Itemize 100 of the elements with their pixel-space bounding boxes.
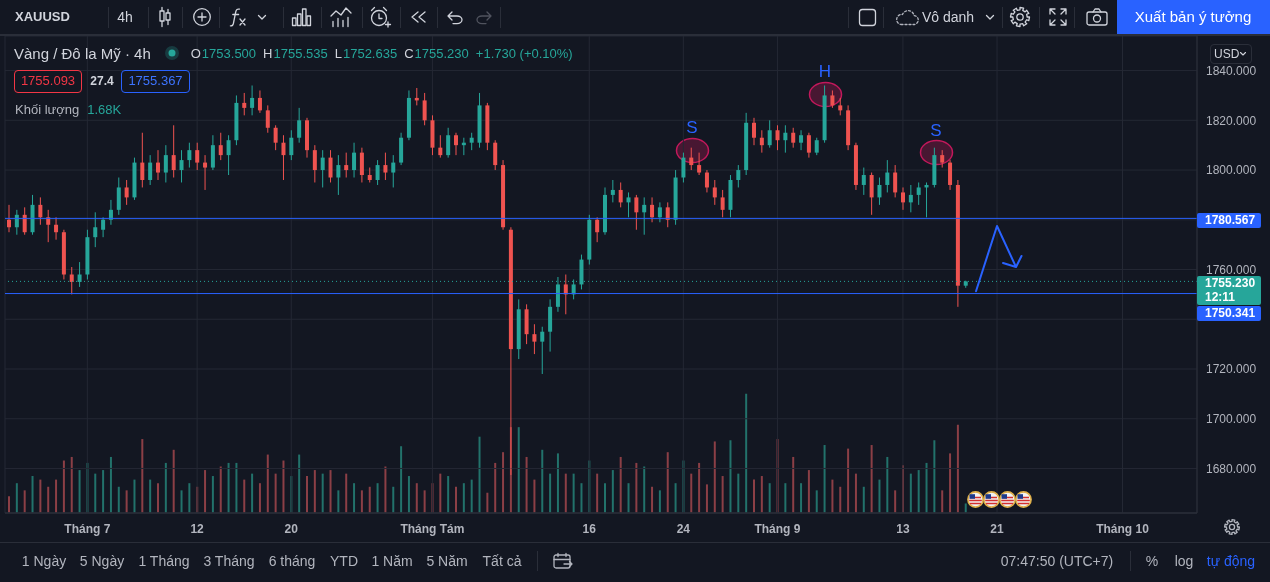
bar <box>533 479 536 513</box>
bar <box>47 486 50 513</box>
candlestick <box>595 216 600 243</box>
candlestick <box>344 152 349 179</box>
ref-line-label: 1780.567 <box>1205 213 1256 228</box>
candlestick <box>626 191 631 218</box>
annotation: +1.730 (+0.10%) <box>475 45 573 61</box>
bar <box>251 473 254 513</box>
x-tick-label: Tháng 7 <box>64 522 111 536</box>
bar <box>596 473 599 513</box>
candlestick <box>93 211 98 248</box>
bar <box>172 449 175 513</box>
bar <box>886 456 889 513</box>
candlestick <box>124 179 129 206</box>
bar <box>909 473 912 513</box>
candlestick <box>799 129 804 151</box>
bar <box>180 490 183 513</box>
annotation: L <box>334 45 342 61</box>
bar <box>792 456 795 513</box>
bar <box>258 483 261 513</box>
annotation: 1755.535 <box>273 45 328 61</box>
bar <box>572 473 575 513</box>
candlestick <box>759 129 764 154</box>
candlestick <box>101 216 106 238</box>
x-tick-label: 12 <box>190 522 205 536</box>
candlestick <box>375 159 380 186</box>
bar <box>870 445 873 513</box>
annotation: 1753.500 <box>201 45 257 61</box>
text: 5 Năm <box>426 552 468 570</box>
text: 4h <box>117 8 133 26</box>
candlestick <box>767 119 772 149</box>
ref-line-label: 1750.341 <box>1205 306 1256 321</box>
bar <box>39 479 42 513</box>
bar <box>658 490 661 513</box>
text: 1 Tháng <box>138 552 190 570</box>
annotation: 1.68K <box>87 101 122 117</box>
text: 07:47:50 (UTC+7) <box>1000 552 1114 570</box>
bar <box>211 476 214 513</box>
bar <box>745 393 748 513</box>
annotation: 27.4 <box>90 74 114 88</box>
candlestick <box>195 142 200 171</box>
bar <box>125 490 128 513</box>
candlestick <box>783 124 788 154</box>
text: 1 Ngày <box>21 552 67 570</box>
candlestick <box>281 134 286 181</box>
bar <box>964 503 967 513</box>
bar <box>478 436 481 513</box>
candlestick <box>493 139 498 171</box>
ref-line-label: 1755.230 <box>1205 276 1256 291</box>
candlestick <box>869 172 874 216</box>
bar <box>549 473 552 513</box>
candlestick <box>108 199 113 226</box>
candlestick <box>22 206 27 236</box>
candlestick <box>422 92 427 126</box>
bar <box>149 479 152 513</box>
candlestick <box>148 154 153 186</box>
candlestick <box>775 124 780 151</box>
text: % <box>1145 552 1159 570</box>
candlestick <box>634 194 639 231</box>
x-tick-label: 21 <box>990 522 1005 536</box>
bar <box>439 473 442 513</box>
bar <box>839 486 842 513</box>
bar <box>15 483 18 513</box>
bar <box>55 479 58 513</box>
annotation: C <box>404 45 414 61</box>
candlestick <box>540 326 545 375</box>
y-tick-label: 1840.000 <box>1206 63 1257 78</box>
candlestick <box>908 184 913 213</box>
candlestick <box>791 127 796 149</box>
annotation: O <box>190 45 201 61</box>
candlestick <box>163 144 168 183</box>
bar <box>117 486 120 513</box>
candlestick <box>618 181 623 208</box>
bar <box>643 466 646 513</box>
candlestick <box>806 132 811 159</box>
candlestick <box>289 129 294 161</box>
text: 3 Tháng <box>203 552 255 570</box>
candlestick <box>171 124 176 179</box>
candlestick <box>916 181 921 206</box>
y-tick-label: 1680.000 <box>1206 461 1257 476</box>
bar <box>157 483 159 513</box>
text: 12:11 <box>1205 290 1236 305</box>
bar <box>321 473 324 513</box>
bar <box>878 479 881 513</box>
bar <box>235 462 238 513</box>
candlestick <box>352 142 357 179</box>
candlestick <box>156 149 160 181</box>
text: USD <box>1214 46 1240 61</box>
candlestick <box>454 132 458 156</box>
candlestick <box>893 164 898 198</box>
annotation: S <box>930 120 942 141</box>
candlestick <box>720 189 725 218</box>
y-tick-label: 1720.000 <box>1206 362 1257 377</box>
candlestick <box>901 186 905 211</box>
bar <box>384 466 387 513</box>
x-tick-label: 13 <box>896 522 910 536</box>
bar <box>188 483 191 513</box>
bar <box>729 440 732 513</box>
candlestick <box>210 134 215 171</box>
candlestick <box>665 201 670 228</box>
